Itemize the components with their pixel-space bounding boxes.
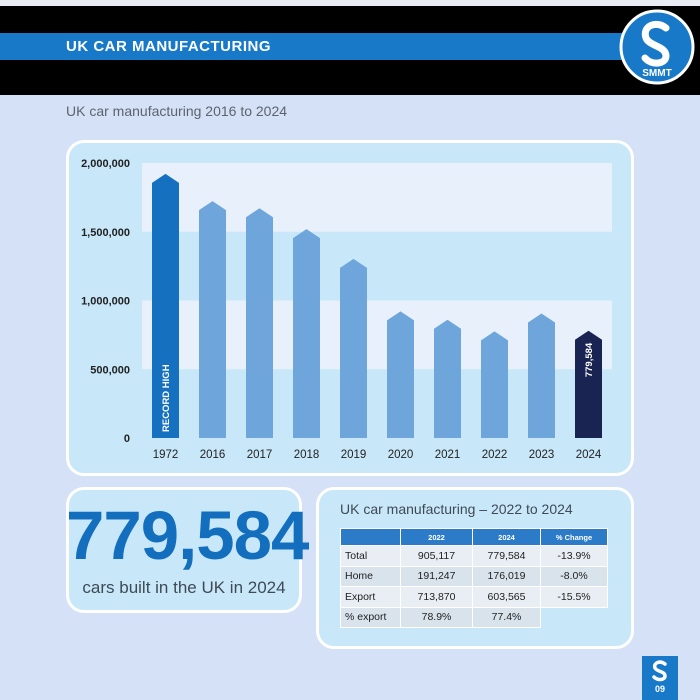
table-cell: -13.9% <box>540 545 608 567</box>
headline-caption: cars built in the UK in 2024 <box>82 578 286 597</box>
x-tick-label: 2017 <box>247 449 273 461</box>
table-row: % export 78.9% 77.4% <box>340 606 608 628</box>
y-tick-label: 500,000 <box>90 364 130 376</box>
smmt-logo-icon: SMMT <box>619 9 695 85</box>
table-header-cell <box>340 528 401 546</box>
table-header-cell: % Change <box>540 528 608 546</box>
page-title: UK CAR MANUFACTURING <box>66 38 271 55</box>
table-cell: Export <box>340 586 401 608</box>
x-tick-label: 2023 <box>529 449 555 461</box>
table-cell: 77.4% <box>472 606 541 628</box>
x-tick-label: 1972 <box>153 449 179 461</box>
bar-2016 <box>199 201 226 438</box>
page-tab <box>642 656 678 700</box>
table-cell: % export <box>340 606 401 628</box>
title-banner <box>0 33 640 60</box>
x-tick-label: 2019 <box>341 449 367 461</box>
bar-2021 <box>434 319 461 438</box>
table-row: Total 905,117 779,584 -13.9% <box>340 545 608 567</box>
table-title: UK car manufacturing – 2022 to 2024 <box>340 501 573 517</box>
table-header-cell: 2024 <box>472 528 541 546</box>
page-number: 09 <box>654 684 665 694</box>
y-tick-label: 0 <box>124 433 130 445</box>
table-cell: Total <box>340 545 401 567</box>
bar-2019 <box>340 258 367 438</box>
table-header-row: 2022 2024 % Change <box>340 528 608 546</box>
table-cell: 603,565 <box>472 586 541 608</box>
bar-annotation: RECORD HIGH <box>161 364 172 432</box>
y-tick-label: 2,000,000 <box>81 158 130 170</box>
bar-2018 <box>293 229 320 438</box>
chart-subtitle: UK car manufacturing 2016 to 2024 <box>66 103 288 119</box>
production-bar-chart: 0 500,000 1,000,000 1,500,000 2,000,000 1972 R… <box>81 158 612 461</box>
table-cell: 78.9% <box>400 606 473 628</box>
headline-panel <box>66 487 302 613</box>
bar-2022 <box>481 331 508 438</box>
table-cell: 713,870 <box>400 586 473 608</box>
headline-number: 779,584 <box>66 497 309 574</box>
bar-annotation: 779,584 <box>584 342 595 377</box>
bar-2023 <box>528 313 555 438</box>
table-row: Home 191,247 176,019 -8.0% <box>340 565 608 587</box>
table-cell: 176,019 <box>472 565 541 587</box>
table-cell: 779,584 <box>472 545 541 567</box>
bar-2020 <box>387 311 414 438</box>
smmt-small-logo-icon <box>652 660 667 682</box>
x-tick-label: 2018 <box>294 449 320 461</box>
x-tick-label: 2016 <box>200 449 226 461</box>
y-tick-label: 1,000,000 <box>81 296 130 308</box>
table-cell-empty <box>541 607 608 628</box>
table-cell: -15.5% <box>540 586 608 608</box>
bar-1972 <box>152 173 179 438</box>
x-tick-label: 2020 <box>388 449 414 461</box>
x-tick-label: 2021 <box>435 449 461 461</box>
y-tick-label: 1,500,000 <box>81 227 130 239</box>
table-cell: 905,117 <box>400 545 473 567</box>
table-row: Export 713,870 603,565 -15.5% <box>340 586 608 608</box>
bar-2017 <box>246 208 273 438</box>
table-cell: -8.0% <box>540 565 608 587</box>
table-header-cell: 2022 <box>400 528 473 546</box>
comparison-table: 2022 2024 % Change Total 905,117 779,584… <box>340 528 608 628</box>
bar-2024 <box>575 330 602 438</box>
table-cell: Home <box>340 565 401 587</box>
x-tick-label: 2024 <box>576 449 602 461</box>
header-top-strip <box>0 0 700 6</box>
logo-text: SMMT <box>642 68 671 79</box>
table-cell: 191,247 <box>400 565 473 587</box>
x-tick-label: 2022 <box>482 449 508 461</box>
